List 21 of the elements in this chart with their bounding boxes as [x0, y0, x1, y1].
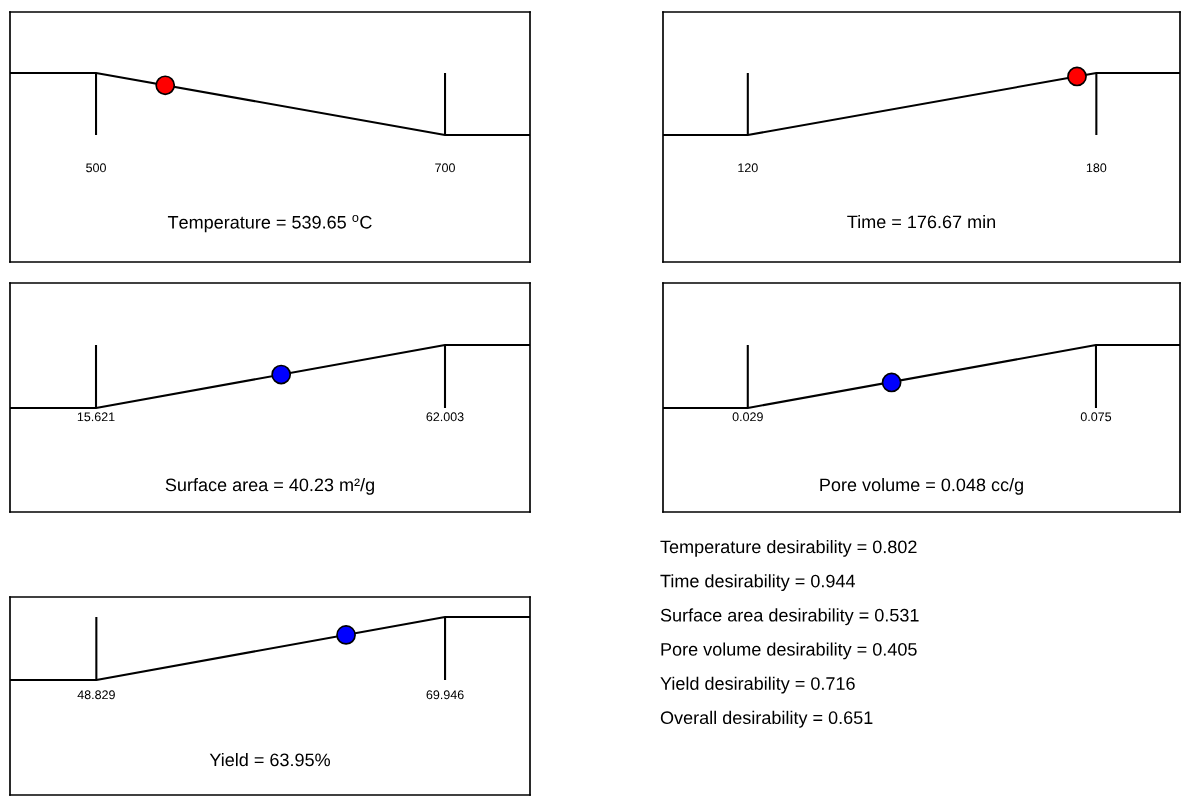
x-tick-label: 500 — [86, 163, 106, 173]
x-axis-title: Surface area = 40.23 m²/g — [165, 478, 374, 495]
x-tick-label: 120 — [738, 163, 758, 173]
text: Surface area desirability = 0.531 — [660, 608, 919, 626]
x-axis-title: Yield = 63.95% — [209, 753, 330, 767]
text: Overall desirability = 0.651 — [660, 710, 873, 728]
x-tick-label: 0.075 — [1080, 412, 1112, 422]
x-tick-label: 15.621 — [77, 412, 115, 422]
x-axis-title: Time = 176.67 min — [847, 215, 996, 229]
text: Yield desirability = 0.716 — [660, 676, 855, 694]
x-axis-title: Pore volume = 0.048 cc/g — [820, 478, 1023, 495]
text: Time desirability = 0.944 — [660, 574, 855, 591]
x-tick-label: 700 — [435, 163, 455, 173]
text: Temperature desirability = 0.802 — [660, 540, 917, 557]
x-axis-title: Temperature = 539.65 $^{o}$C — [167, 215, 372, 233]
x-tick-label: 69.946 — [426, 690, 464, 700]
x-tick-label: 62.003 — [426, 412, 464, 422]
x-tick-label: 48.829 — [77, 690, 115, 700]
x-tick-label: 180 — [1086, 163, 1107, 173]
x-tick-label: 0.029 — [732, 412, 763, 422]
text: Pore volume desirability = 0.405 — [661, 642, 917, 660]
